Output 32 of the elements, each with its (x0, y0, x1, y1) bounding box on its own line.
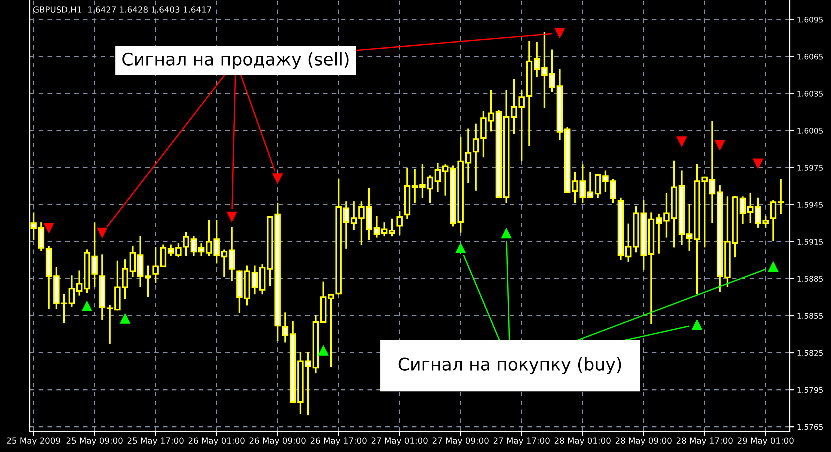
annotation: Сигнал на продажу (sell) (122, 52, 349, 70)
point (82, 300, 93, 312)
point (318, 345, 329, 356)
point (692, 319, 703, 330)
point (768, 261, 779, 272)
text: GBPUSD,H1 1.6427 1.6428 1.6403 1.6417 (34, 6, 212, 14)
x-tick-label: 25 May 2009 (7, 438, 60, 446)
candlestick (396, 211, 403, 236)
point (714, 140, 726, 152)
point (120, 313, 131, 324)
point (501, 228, 512, 239)
x-tick-label: 27 May 17:00 (494, 438, 550, 446)
point (272, 174, 284, 184)
x-tick-label: 26 May 17:00 (310, 438, 367, 446)
point (226, 212, 238, 223)
point (44, 222, 54, 234)
x-tick-label: 26 May 09:00 (250, 438, 306, 446)
x-tick-label: 26 May 01:00 (188, 438, 245, 446)
point (676, 136, 688, 148)
x-tick-label: 25 May 17:00 (128, 438, 184, 446)
point (752, 158, 764, 170)
x-tick-label: 27 May 09:00 (432, 438, 489, 446)
point (97, 228, 108, 239)
x-tick-label: 29 May 01:00 (738, 438, 794, 446)
x-tick-label: 28 May 01:00 (554, 438, 611, 446)
x-tick-label: 28 May 09:00 (616, 438, 672, 446)
x-tick-label: 27 May 01:00 (372, 438, 428, 446)
x-tick-label: 28 May 17:00 (676, 438, 733, 446)
point (455, 242, 466, 254)
point (554, 28, 566, 39)
x-tick-label: 25 May 09:00 (66, 438, 123, 446)
annotation: Сигнал на покупку (buy) (398, 358, 622, 374)
